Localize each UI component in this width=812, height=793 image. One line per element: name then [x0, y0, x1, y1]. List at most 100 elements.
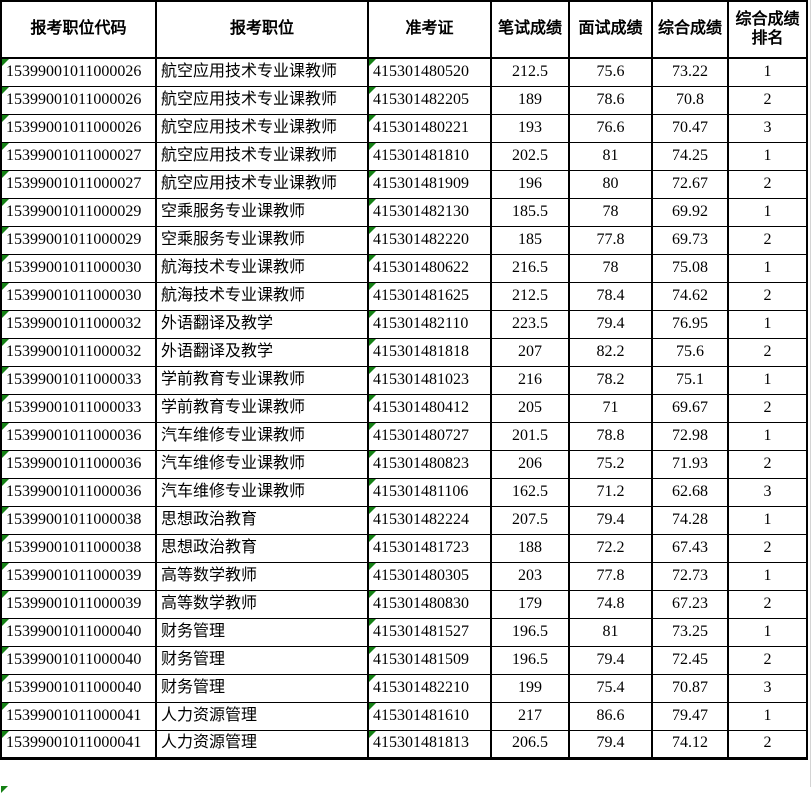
table-cell[interactable]: 415301481813	[367, 729, 492, 759]
table-cell[interactable]: 15399001011000026	[0, 85, 157, 115]
table-cell[interactable]: 189	[490, 85, 570, 115]
column-header-position-code[interactable]: 报考职位代码	[0, 0, 157, 59]
table-cell[interactable]: 415301481023	[367, 365, 492, 395]
table-cell[interactable]: 汽车维修专业课教师	[155, 477, 369, 507]
table-cell[interactable]: 74.8	[568, 589, 653, 619]
table-cell[interactable]: 79.4	[568, 729, 653, 759]
table-cell[interactable]: 415301480412	[367, 393, 492, 423]
table-cell[interactable]: 15399001011000041	[0, 729, 157, 759]
table-cell[interactable]: 69.92	[651, 197, 729, 227]
table-cell[interactable]: 航空应用技术专业课教师	[155, 85, 369, 115]
table-cell[interactable]: 15399001011000033	[0, 365, 157, 395]
table-cell[interactable]: 学前教育专业课教师	[155, 365, 369, 395]
table-cell[interactable]: 415301480823	[367, 449, 492, 479]
table-cell[interactable]: 2	[727, 337, 808, 367]
table-cell[interactable]: 415301482110	[367, 309, 492, 339]
table-cell[interactable]: 217	[490, 701, 570, 731]
table-cell[interactable]: 415301481909	[367, 169, 492, 199]
table-cell[interactable]: 196.5	[490, 645, 570, 675]
table-cell[interactable]: 1	[727, 365, 808, 395]
table-cell[interactable]: 77.8	[568, 561, 653, 591]
table-cell[interactable]: 15399001011000027	[0, 141, 157, 171]
table-cell[interactable]: 73.22	[651, 57, 729, 87]
table-cell[interactable]: 15399001011000036	[0, 449, 157, 479]
table-cell[interactable]: 外语翻译及教学	[155, 337, 369, 367]
table-cell[interactable]: 415301482205	[367, 85, 492, 115]
table-cell[interactable]: 高等数学教师	[155, 561, 369, 591]
table-cell[interactable]: 70.47	[651, 113, 729, 143]
table-cell[interactable]: 1	[727, 141, 808, 171]
table-cell[interactable]: 78.2	[568, 365, 653, 395]
table-cell[interactable]: 206.5	[490, 729, 570, 759]
table-cell[interactable]: 415301482224	[367, 505, 492, 535]
table-cell[interactable]: 74.25	[651, 141, 729, 171]
table-cell[interactable]: 15399001011000036	[0, 477, 157, 507]
table-cell[interactable]: 415301482130	[367, 197, 492, 227]
table-cell[interactable]: 财务管理	[155, 645, 369, 675]
table-cell[interactable]: 1	[727, 701, 808, 731]
table-cell[interactable]: 15399001011000040	[0, 645, 157, 675]
table-cell[interactable]: 3	[727, 673, 808, 703]
table-cell[interactable]: 201.5	[490, 421, 570, 451]
table-cell[interactable]: 15399001011000032	[0, 337, 157, 367]
table-cell[interactable]: 71.93	[651, 449, 729, 479]
table-cell[interactable]: 199	[490, 673, 570, 703]
table-cell[interactable]: 78	[568, 253, 653, 283]
table-cell[interactable]: 空乘服务专业课教师	[155, 197, 369, 227]
table-cell[interactable]: 415301481723	[367, 533, 492, 563]
table-cell[interactable]: 2	[727, 225, 808, 255]
table-cell[interactable]: 75.08	[651, 253, 729, 283]
table-cell[interactable]: 415301480221	[367, 113, 492, 143]
column-header-overall-score[interactable]: 综合成绩	[651, 0, 729, 59]
table-cell[interactable]: 15399001011000030	[0, 253, 157, 283]
table-cell[interactable]: 2	[727, 533, 808, 563]
table-cell[interactable]: 财务管理	[155, 617, 369, 647]
table-cell[interactable]: 15399001011000039	[0, 561, 157, 591]
table-cell[interactable]: 74.28	[651, 505, 729, 535]
table-cell[interactable]: 206	[490, 449, 570, 479]
table-cell[interactable]: 71.2	[568, 477, 653, 507]
table-cell[interactable]: 15399001011000026	[0, 113, 157, 143]
table-cell[interactable]: 78.8	[568, 421, 653, 451]
table-cell[interactable]: 74.62	[651, 281, 729, 311]
table-cell[interactable]: 79.47	[651, 701, 729, 731]
table-cell[interactable]: 207.5	[490, 505, 570, 535]
table-cell[interactable]: 15399001011000029	[0, 225, 157, 255]
table-cell[interactable]: 75.1	[651, 365, 729, 395]
table-cell[interactable]: 72.98	[651, 421, 729, 451]
table-cell[interactable]: 67.43	[651, 533, 729, 563]
table-cell[interactable]: 1	[727, 505, 808, 535]
table-cell[interactable]: 航海技术专业课教师	[155, 281, 369, 311]
table-cell[interactable]: 185.5	[490, 197, 570, 227]
table-cell[interactable]: 空乘服务专业课教师	[155, 225, 369, 255]
table-cell[interactable]: 15399001011000041	[0, 701, 157, 731]
table-cell[interactable]: 78.4	[568, 281, 653, 311]
table-cell[interactable]: 415301480830	[367, 589, 492, 619]
table-cell[interactable]: 财务管理	[155, 673, 369, 703]
table-cell[interactable]: 75.2	[568, 449, 653, 479]
table-cell[interactable]: 2	[727, 645, 808, 675]
table-cell[interactable]: 216.5	[490, 253, 570, 283]
table-cell[interactable]: 72.73	[651, 561, 729, 591]
table-cell[interactable]: 79.4	[568, 505, 653, 535]
table-cell[interactable]: 2	[727, 85, 808, 115]
table-cell[interactable]: 2	[727, 589, 808, 619]
table-cell[interactable]: 216	[490, 365, 570, 395]
table-cell[interactable]: 67.23	[651, 589, 729, 619]
table-cell[interactable]: 15399001011000029	[0, 197, 157, 227]
table-cell[interactable]: 79.4	[568, 309, 653, 339]
table-cell[interactable]: 196	[490, 169, 570, 199]
table-cell[interactable]: 78	[568, 197, 653, 227]
table-cell[interactable]: 74.12	[651, 729, 729, 759]
table-cell[interactable]: 82.2	[568, 337, 653, 367]
table-cell[interactable]: 78.6	[568, 85, 653, 115]
table-cell[interactable]: 62.68	[651, 477, 729, 507]
table-cell[interactable]: 415301480622	[367, 253, 492, 283]
table-cell[interactable]: 196.5	[490, 617, 570, 647]
table-cell[interactable]: 179	[490, 589, 570, 619]
table-cell[interactable]: 207	[490, 337, 570, 367]
table-cell[interactable]: 415301481527	[367, 617, 492, 647]
table-cell[interactable]: 203	[490, 561, 570, 591]
table-cell[interactable]: 2	[727, 449, 808, 479]
table-cell[interactable]: 3	[727, 113, 808, 143]
